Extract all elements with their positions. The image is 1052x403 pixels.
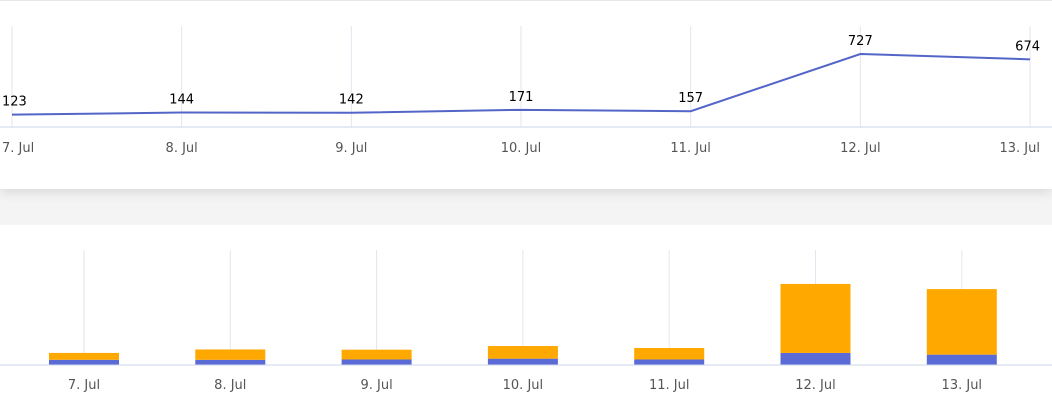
bar-chart-card: 7. Jul 8. Jul 9. Jul 10. Jul 11. Jul 12. Jul 1… [0, 225, 1052, 403]
line-chart-card: 123 144 142 171 157 727 674 7. Jul 8. Jul 9. Jul 1… [0, 0, 1052, 189]
series-line [11, 52, 1031, 116]
data-label: 674 [1015, 39, 1040, 54]
x-tick-label: 10. Jul [503, 378, 544, 393]
x-tick-label: 9. Jul [335, 141, 367, 156]
bar-segment-top [926, 289, 997, 355]
data-label: 157 [678, 91, 703, 106]
x-tick-label: 7. Jul [2, 141, 34, 156]
x-tick-label: 10. Jul [501, 141, 542, 156]
data-label: 171 [509, 90, 534, 105]
x-tick-label: 12. Jul [840, 141, 881, 156]
x-tick-label: 8. Jul [166, 141, 198, 156]
bar-segment-top [487, 346, 558, 359]
x-tick-label: 7. Jul [68, 378, 100, 393]
x-tick-label: 11. Jul [670, 141, 711, 156]
bar-segment-top [634, 347, 705, 360]
data-label: 144 [169, 93, 194, 108]
stacked-bar-chart: 7. Jul 8. Jul 9. Jul 10. Jul 11. Jul 12. Jul 1… [0, 250, 1052, 393]
x-tick-label: 11. Jul [649, 378, 690, 393]
data-label: 123 [2, 95, 27, 110]
x-tick-label: 13. Jul [1000, 141, 1041, 156]
data-label: 727 [848, 34, 873, 49]
bar-segment-top [49, 352, 119, 360]
line-chart: 123 144 142 171 157 727 674 7. Jul 8. Jul 9. Jul 1… [0, 26, 1052, 156]
bar-segment-bottom [341, 359, 412, 365]
x-tick-label: 8. Jul [214, 378, 246, 393]
bar-segment-bottom [926, 354, 997, 365]
data-label: 142 [339, 93, 364, 108]
bar-segment-bottom [195, 359, 266, 365]
bar-segment-bottom [487, 358, 558, 365]
bar-segment-top [341, 349, 412, 360]
bar-segment-top [195, 349, 266, 360]
bar-segment-bottom [634, 359, 705, 365]
bar-segment-bottom [49, 359, 119, 365]
x-tick-label: 13. Jul [942, 378, 983, 393]
bar-segment-bottom [780, 352, 851, 365]
bar-segment-top [780, 283, 851, 353]
x-tick-label: 9. Jul [360, 378, 392, 393]
x-tick-label: 12. Jul [795, 378, 836, 393]
